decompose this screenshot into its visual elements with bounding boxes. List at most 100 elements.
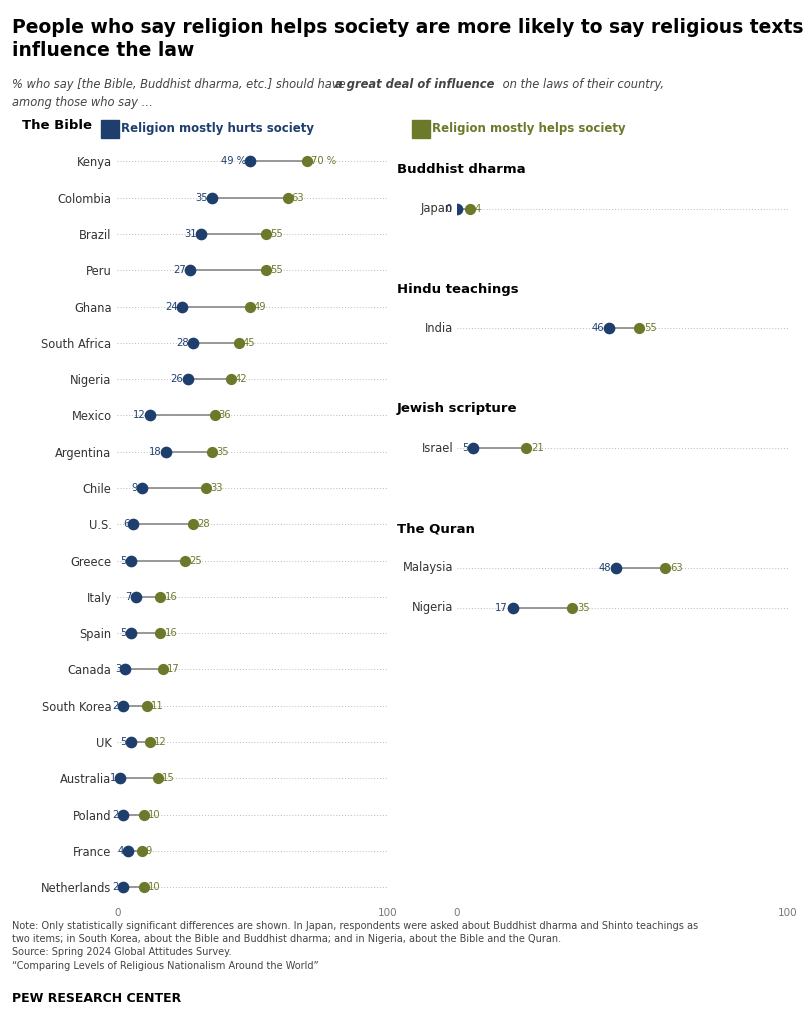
Text: 17: 17 xyxy=(167,665,180,674)
Text: Jewish scripture: Jewish scripture xyxy=(397,402,517,415)
Point xyxy=(129,588,142,605)
Point xyxy=(151,770,164,787)
Point xyxy=(116,879,129,895)
Text: 55: 55 xyxy=(270,229,283,239)
Point xyxy=(200,480,213,496)
Text: Source: Spring 2024 Global Attitudes Survey.: Source: Spring 2024 Global Attitudes Sur… xyxy=(12,947,232,958)
Point xyxy=(243,299,256,315)
Text: 2: 2 xyxy=(112,701,119,711)
Text: “Comparing Levels of Religious Nationalism Around the World”: “Comparing Levels of Religious Nationali… xyxy=(12,961,318,971)
Text: 16: 16 xyxy=(165,592,177,602)
Text: 63: 63 xyxy=(292,192,305,203)
Text: 5: 5 xyxy=(120,555,127,566)
Point xyxy=(137,879,150,895)
Text: 3: 3 xyxy=(115,665,121,674)
Text: on the laws of their country,: on the laws of their country, xyxy=(499,78,664,91)
Text: two items; in South Korea, about the Bible and Buddhist dharma; and in Nigeria, : two items; in South Korea, about the Bib… xyxy=(12,934,562,944)
Text: 28: 28 xyxy=(197,520,209,529)
Point xyxy=(507,599,520,616)
Text: 49: 49 xyxy=(254,302,267,312)
Text: Religion mostly hurts society: Religion mostly hurts society xyxy=(121,123,314,135)
Text: 16: 16 xyxy=(165,628,177,638)
Text: 5: 5 xyxy=(120,628,127,638)
Text: 6: 6 xyxy=(123,520,129,529)
Text: Japan: Japan xyxy=(421,203,453,215)
Point xyxy=(179,552,191,569)
Text: 70 %: 70 % xyxy=(311,157,336,167)
Point xyxy=(124,733,137,750)
Text: 1: 1 xyxy=(109,773,116,784)
Point xyxy=(281,189,294,206)
Point xyxy=(259,226,272,242)
Text: Hindu teachings: Hindu teachings xyxy=(397,282,519,296)
Text: 17: 17 xyxy=(495,603,508,613)
Point xyxy=(143,733,156,750)
Text: 28: 28 xyxy=(176,338,189,348)
Point xyxy=(463,201,476,217)
Text: Religion mostly helps society: Religion mostly helps society xyxy=(432,123,626,135)
Text: among those who say …: among those who say … xyxy=(12,96,154,109)
Point xyxy=(124,552,137,569)
Point xyxy=(124,625,137,641)
Point xyxy=(300,153,313,170)
Text: Nigeria: Nigeria xyxy=(412,602,453,614)
Text: 10: 10 xyxy=(149,809,161,819)
Point xyxy=(183,262,196,278)
Point xyxy=(116,806,129,822)
Text: 42: 42 xyxy=(235,374,247,384)
Point xyxy=(175,299,188,315)
Point xyxy=(659,560,671,576)
Text: 5: 5 xyxy=(120,737,127,747)
Text: 33: 33 xyxy=(211,483,223,493)
Text: 45: 45 xyxy=(243,338,255,348)
Text: 5: 5 xyxy=(461,443,468,453)
Text: 36: 36 xyxy=(219,410,231,420)
Point xyxy=(154,625,167,641)
Point xyxy=(225,371,238,388)
Point xyxy=(187,516,200,532)
Point xyxy=(135,843,148,859)
Text: 9: 9 xyxy=(131,483,137,493)
Point xyxy=(609,560,622,576)
Point xyxy=(566,599,579,616)
Text: 35: 35 xyxy=(578,603,590,613)
Point xyxy=(259,262,272,278)
Text: 26: 26 xyxy=(170,374,183,384)
Text: Malaysia: Malaysia xyxy=(402,562,453,574)
Point xyxy=(141,698,154,714)
Text: 55: 55 xyxy=(644,323,656,333)
Text: 18: 18 xyxy=(149,447,162,456)
Text: 35: 35 xyxy=(196,192,208,203)
Text: 15: 15 xyxy=(162,773,175,784)
Text: Buddhist dharma: Buddhist dharma xyxy=(397,163,525,176)
Point xyxy=(154,588,167,605)
Text: The Bible: The Bible xyxy=(23,120,92,132)
Text: 25: 25 xyxy=(189,555,202,566)
Text: 4: 4 xyxy=(118,846,124,856)
Text: 55: 55 xyxy=(270,265,283,275)
Point xyxy=(208,407,221,424)
Text: Israel: Israel xyxy=(422,442,453,454)
Point xyxy=(143,407,156,424)
Text: 12: 12 xyxy=(154,737,166,747)
Text: % who say [the Bible, Buddhist dharma, etc.] should have: % who say [the Bible, Buddhist dharma, e… xyxy=(12,78,349,91)
Text: 35: 35 xyxy=(216,447,229,456)
Text: 9: 9 xyxy=(145,846,152,856)
Text: 48: 48 xyxy=(598,563,611,573)
Text: 31: 31 xyxy=(184,229,197,239)
Text: 7: 7 xyxy=(126,592,132,602)
Text: 2: 2 xyxy=(112,882,119,892)
Point xyxy=(137,806,150,822)
Text: 0: 0 xyxy=(445,204,452,214)
Text: People who say religion helps society are more likely to say religious texts sho: People who say religion helps society ar… xyxy=(12,18,808,60)
Text: 24: 24 xyxy=(166,302,178,312)
Point xyxy=(233,335,246,351)
Text: The Quran: The Quran xyxy=(397,522,475,535)
Point xyxy=(121,843,134,859)
Text: 63: 63 xyxy=(670,563,683,573)
Text: 11: 11 xyxy=(151,701,164,711)
Point xyxy=(187,335,200,351)
Point xyxy=(243,153,256,170)
Text: 46: 46 xyxy=(591,323,604,333)
Text: PEW RESEARCH CENTER: PEW RESEARCH CENTER xyxy=(12,992,181,1006)
